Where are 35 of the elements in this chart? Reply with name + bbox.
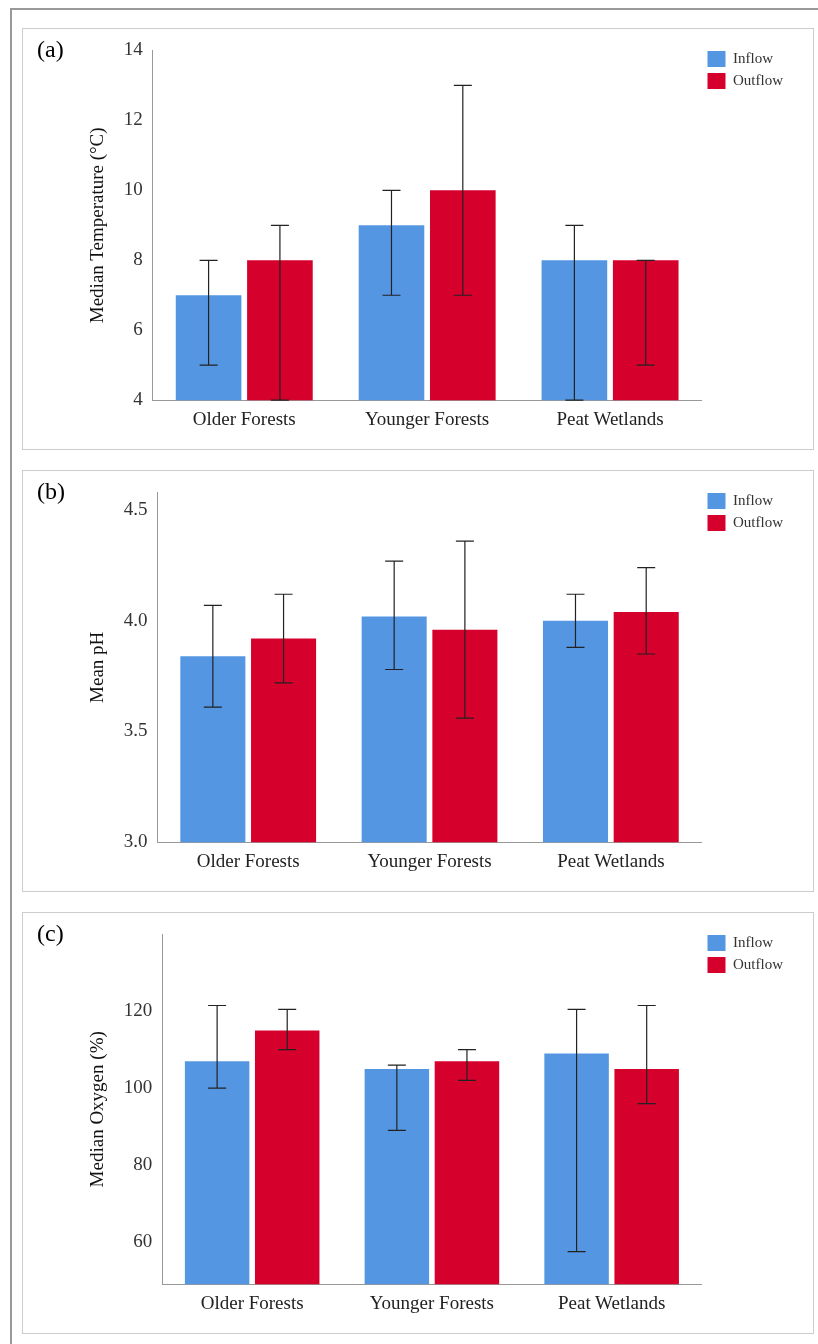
text: (b) [37, 478, 65, 505]
legend-label: Outflow [733, 71, 784, 88]
x-tick-label: Older Forests [192, 407, 296, 429]
legend-label: Inflow [733, 49, 774, 66]
y-tick-label: 120 [123, 999, 153, 1021]
x-tick-label: Younger Forests [365, 407, 490, 429]
x-tick-label: Younger Forests [369, 1291, 495, 1313]
text: (a) [37, 36, 64, 63]
y-tick-label: 6 [133, 318, 143, 340]
legend-label: Inflow [733, 491, 774, 508]
x-tick-label: Older Forests [196, 849, 300, 871]
x-tick-label: Peat Wetlands [556, 407, 664, 429]
y-tick-label: 4 [133, 388, 144, 410]
legend-label: Outflow [733, 955, 784, 972]
x-tick-label: Older Forests [200, 1291, 304, 1313]
y-axis-title: Median Temperature (°C) [86, 127, 109, 324]
x-tick-label: Peat Wetlands [557, 849, 665, 871]
y-tick-label: 100 [123, 1076, 153, 1098]
y-axis-title: Mean pH [86, 631, 108, 703]
y-tick-label: 80 [133, 1153, 153, 1175]
y-tick-label: 10 [123, 178, 143, 200]
y-tick-label: 3.5 [123, 719, 148, 741]
y-axis-title: Median Oxygen (%) [86, 1031, 109, 1188]
legend-label: Outflow [733, 513, 784, 530]
legend-label: Inflow [733, 933, 774, 950]
text: (c) [37, 920, 64, 947]
x-tick-label: Younger Forests [367, 849, 492, 871]
y-tick-label: 4.5 [123, 498, 148, 520]
y-tick-label: 4.0 [123, 608, 148, 630]
y-tick-label: 60 [133, 1229, 153, 1251]
y-tick-label: 14 [123, 38, 144, 60]
x-tick-label: Peat Wetlands [557, 1291, 666, 1313]
y-tick-label: 3.0 [123, 830, 148, 852]
y-tick-label: 12 [123, 108, 143, 130]
y-tick-label: 8 [133, 248, 143, 270]
